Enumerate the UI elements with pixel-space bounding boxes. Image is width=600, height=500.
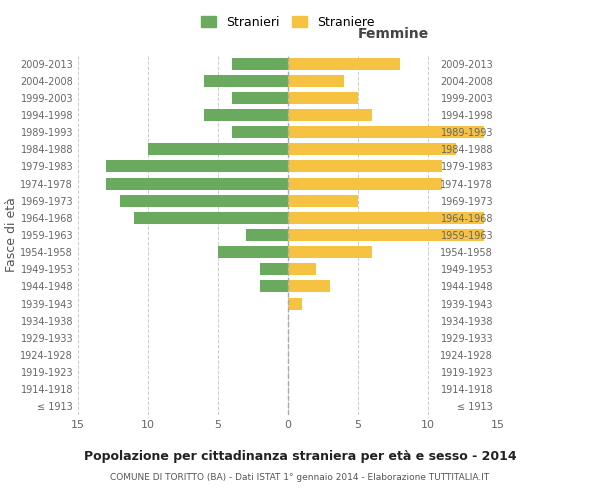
Bar xyxy=(204,109,288,121)
Bar xyxy=(134,212,288,224)
Bar xyxy=(148,144,288,156)
Bar xyxy=(106,160,288,172)
Bar xyxy=(106,178,288,190)
Bar xyxy=(288,246,372,258)
Bar xyxy=(232,126,288,138)
Bar xyxy=(120,194,288,206)
Bar xyxy=(288,298,302,310)
Bar xyxy=(260,264,288,276)
Text: Anni di nascita: Anni di nascita xyxy=(597,188,600,281)
Bar xyxy=(288,194,358,206)
Bar xyxy=(218,246,288,258)
Bar xyxy=(288,109,372,121)
Bar xyxy=(288,144,456,156)
Bar xyxy=(288,74,344,86)
Text: Femmine: Femmine xyxy=(358,26,428,40)
Bar xyxy=(288,126,484,138)
Bar xyxy=(288,212,484,224)
Text: Popolazione per cittadinanza straniera per età e sesso - 2014: Popolazione per cittadinanza straniera p… xyxy=(83,450,517,463)
Bar xyxy=(288,178,442,190)
Bar xyxy=(260,280,288,292)
Bar xyxy=(288,92,358,104)
Text: COMUNE DI TORITTO (BA) - Dati ISTAT 1° gennaio 2014 - Elaborazione TUTTITALIA.IT: COMUNE DI TORITTO (BA) - Dati ISTAT 1° g… xyxy=(110,472,490,482)
Bar xyxy=(204,74,288,86)
Bar xyxy=(288,280,330,292)
Bar xyxy=(288,264,316,276)
Bar xyxy=(246,229,288,241)
Bar xyxy=(232,92,288,104)
Bar xyxy=(232,58,288,70)
Bar xyxy=(288,58,400,70)
Bar xyxy=(288,229,484,241)
Legend: Stranieri, Straniere: Stranieri, Straniere xyxy=(196,11,380,34)
Bar xyxy=(288,160,442,172)
Y-axis label: Fasce di età: Fasce di età xyxy=(5,198,17,272)
